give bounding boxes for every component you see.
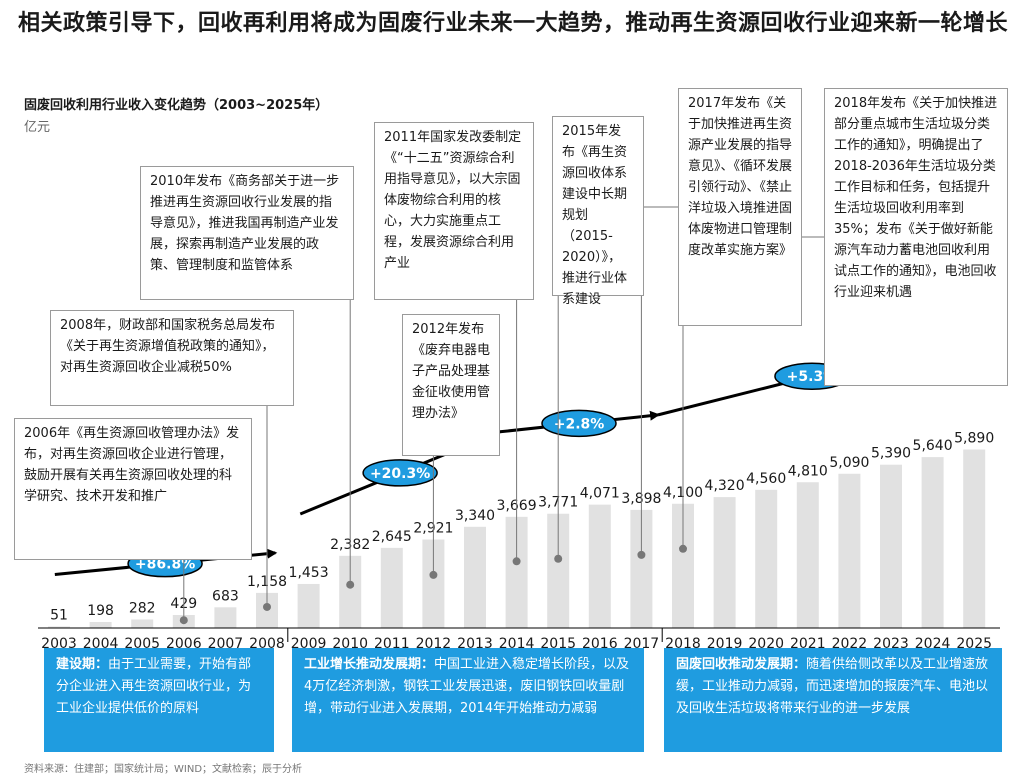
value-label-2011: 2,645 — [372, 529, 412, 545]
value-label-2021: 4,810 — [788, 463, 828, 479]
bar-2023 — [880, 464, 902, 628]
bar-2009 — [297, 583, 320, 628]
phase-name: 固废回收推动发展期： — [676, 657, 807, 672]
bar-2022 — [838, 473, 861, 628]
bar-2025 — [963, 449, 986, 628]
growth-badge-label-3: +2.8% — [554, 416, 605, 432]
page-headline: 相关政策引导下，回收再利用将成为固废行业未来一大趋势，推动再生资源回收行业迎来新… — [18, 11, 1009, 36]
bar-2024 — [921, 457, 944, 628]
bar-2007 — [214, 607, 237, 628]
callout-2018: 2018年发布《关于加快推进部分重点城市生活垃圾分类工作的通知》，明确提出了20… — [824, 88, 1008, 386]
bar-2016 — [588, 504, 611, 628]
bar-2003 — [48, 626, 70, 628]
callout-anchor-dot-2008 — [263, 602, 271, 611]
callout-anchor-dot-2015 — [554, 554, 563, 563]
value-label-2023: 5,390 — [871, 446, 911, 462]
phase-panel-industrial-growth: 工业增长推动发展期：中国工业进入稳定增长阶段，以及4万亿经济刺激，钢铁工业发展迅… — [292, 648, 644, 752]
phase-name: 建设期： — [56, 657, 109, 672]
callout-2010: 2010年发布《商务部关于进一步推进再生资源回收行业发展的指导意见》，推进我国再… — [140, 166, 354, 300]
bar-2020 — [755, 489, 778, 628]
callout-anchor-dot-2018 — [679, 544, 687, 553]
value-label-2005: 282 — [129, 600, 156, 616]
value-label-2019: 4,320 — [705, 478, 745, 494]
growth-badge-label-2: +20.3% — [370, 466, 430, 482]
value-label-2009: 1,453 — [289, 565, 329, 581]
phase-text: 中国工业进入稳定增长阶段，以及4万亿经济刺激，钢铁工业发展迅速，废旧钢铁回收量剧… — [304, 657, 630, 716]
bar-2010 — [339, 555, 362, 628]
value-label-2003: 51 — [50, 607, 68, 623]
callout-anchor-dot-2017 — [637, 550, 646, 559]
chart-title: 固废回收利用行业收入变化趋势（2003~2025年） — [24, 98, 329, 113]
growth-badge-3 — [541, 409, 617, 438]
bar-2011 — [380, 547, 403, 628]
value-label-2022: 5,090 — [829, 455, 869, 471]
bar-2017 — [630, 509, 653, 628]
callout-2011: 2011年国家发改委制定《“十二五”资源综合利用指导意见》，以大宗固体废物综合利… — [374, 122, 534, 300]
value-label-2007: 683 — [212, 588, 239, 604]
phase-panel-construction: 建设期：由于工业需要，开始有部分企业进入再生资源回收行业，为工业企业提供低价的原… — [44, 648, 274, 752]
bar-2015 — [547, 513, 570, 628]
bar-2005 — [131, 619, 154, 628]
callout-anchor-dot-2010 — [346, 580, 355, 589]
callout-2017: 2017年发布《关于加快推进再生资源产业发展的指导意见》、《循环发展引领行动》、… — [678, 88, 802, 326]
growth-badge-2 — [362, 459, 438, 487]
phase-text: 由于工业需要，开始有部分企业进入再生资源回收行业，为工业企业提供低价的原料 — [56, 657, 252, 716]
phase-text: 随着供给侧改革以及工业增速放缓，工业推动力减弱，而迅速增加的报废汽车、电池以及回… — [676, 657, 989, 716]
bar-2013 — [464, 526, 486, 628]
callout-anchor-dot-2011 — [512, 557, 521, 566]
value-label-2020: 4,560 — [746, 471, 786, 487]
growth-badge-label-1: +86.8% — [135, 557, 195, 573]
bar-2018 — [672, 503, 694, 628]
bar-2021 — [796, 482, 819, 628]
callout-2006: 2006年《再生资源回收管理办法》发布，对再生资源回收企业进行管理，鼓励开展有关… — [14, 418, 252, 560]
bar-2014 — [505, 516, 528, 628]
value-label-2024: 5,640 — [913, 438, 953, 454]
phase-panel-solid-waste: 固废回收推动发展期：随着供给侧改革以及工业增速放缓，工业推动力减弱，而迅速增加的… — [664, 648, 1002, 752]
chart-unit-label: 亿元 — [24, 120, 51, 135]
bar-2012 — [422, 539, 445, 628]
callout-2012: 2012年发布《废弃电器电子产品处理基金征收使用管理办法》 — [402, 314, 500, 456]
bar-2004 — [89, 622, 112, 628]
callout-anchor-dot-2012 — [429, 570, 438, 579]
value-label-2004: 198 — [87, 603, 114, 619]
bar-2019 — [713, 497, 736, 628]
callout-anchor-dot-2006 — [179, 616, 188, 625]
callout-2008: 2008年，财政部和国家税务总局发布《关于再生资源增值税政策的通知》，对再生资源… — [50, 310, 294, 406]
value-label-2025: 5,890 — [954, 431, 994, 447]
value-label-2013: 3,340 — [455, 508, 495, 524]
source-note: 资料来源：住建部；国家统计局；WIND；文献检索；辰于分析 — [24, 764, 303, 775]
phase-name: 工业增长推动发展期： — [304, 657, 435, 672]
value-label-2016: 4,071 — [580, 486, 620, 502]
callout-2015: 2015年发布《再生资源回收体系建设中长期规划（2015-2020）》，推进行业… — [552, 116, 644, 307]
